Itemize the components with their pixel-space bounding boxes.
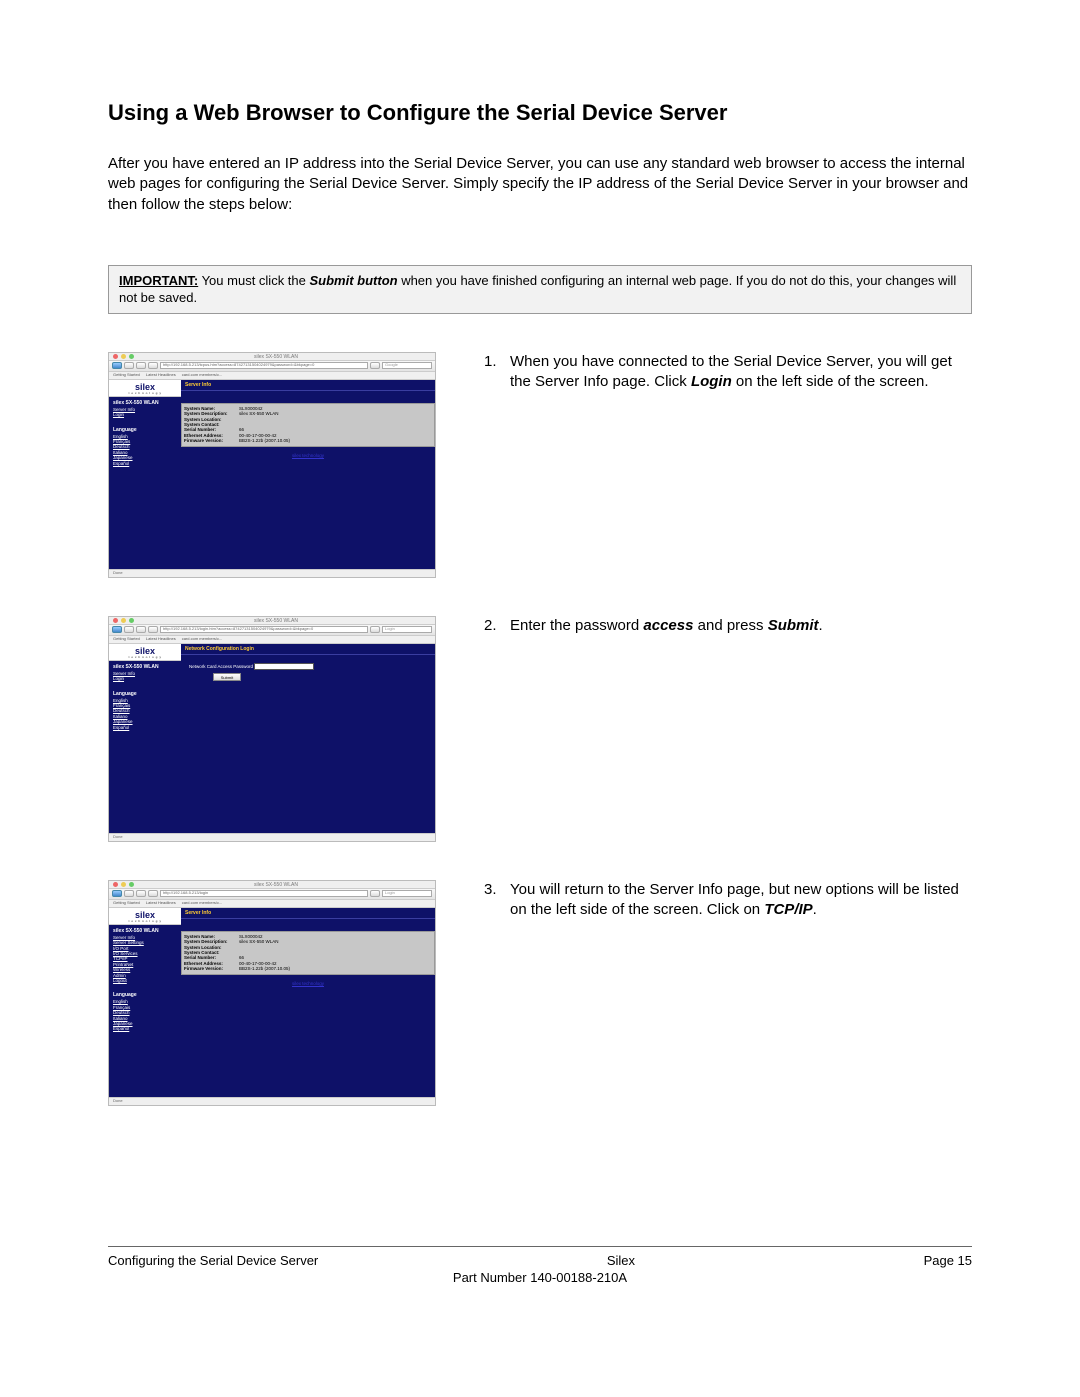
lang-espanol[interactable]: Español <box>109 1026 181 1031</box>
back-button[interactable] <box>112 626 122 633</box>
main-panel: Network Configuration Login Network Card… <box>181 644 435 833</box>
reload-button[interactable] <box>136 626 146 633</box>
footer-part-number: Part Number 140-00188-210A <box>108 1270 972 1285</box>
main-panel: Server Info System Name:SLX000042System … <box>181 380 435 569</box>
status-bar: Done <box>109 833 435 841</box>
step-1: silex SX-550 WLAN http://192.168.5.213/t… <box>108 352 972 578</box>
home-button[interactable] <box>148 362 158 369</box>
status-bar: Done <box>109 569 435 577</box>
address-bar[interactable]: http://192.168.5.213/tcpus.htm?access=87… <box>160 362 368 369</box>
server-info-table: System Name:SLX000042System Description:… <box>181 931 435 975</box>
forward-button[interactable] <box>124 362 134 369</box>
go-button[interactable] <box>370 626 380 633</box>
go-button[interactable] <box>370 890 380 897</box>
sidebar: silext e c h n o l o g y silex SX-550 WL… <box>109 380 181 569</box>
home-button[interactable] <box>148 626 158 633</box>
forward-button[interactable] <box>124 890 134 897</box>
panel-title: Server Info <box>181 380 435 391</box>
logo: silext e c h n o l o g y <box>109 380 181 397</box>
screenshot-1: silex SX-550 WLAN http://192.168.5.213/t… <box>108 352 436 578</box>
password-input[interactable] <box>254 663 314 670</box>
window-controls: silex SX-550 WLAN <box>109 617 435 625</box>
product-name: silex SX-550 WLAN <box>109 925 181 935</box>
step-2: silex SX-550 WLAN http://192.168.5.213/l… <box>108 616 972 842</box>
lang-espanol[interactable]: Español <box>109 725 181 730</box>
language-heading: Language <box>109 688 181 698</box>
main-panel: Server Info System Name:SLX000042System … <box>181 908 435 1097</box>
window-title: silex SX-550 WLAN <box>113 354 436 360</box>
lang-espanol[interactable]: Español <box>109 461 181 466</box>
back-button[interactable] <box>112 362 122 369</box>
vendor-link[interactable]: silex technology <box>181 981 435 986</box>
bookmark[interactable]: Getting Started <box>113 373 140 378</box>
home-button[interactable] <box>148 890 158 897</box>
bookmark-bar: Getting Started Latest Headlines card.co… <box>109 900 435 908</box>
password-label: Network Card Access Password <box>189 664 253 669</box>
step-2-text: 2. Enter the password access and press S… <box>484 616 972 636</box>
status-bar: Done <box>109 1097 435 1105</box>
bookmark-bar: Getting Started Latest Headlines card.co… <box>109 372 435 380</box>
sidebar: silext e c h n o l o g y silex SX-550 WL… <box>109 644 181 833</box>
note-label: IMPORTANT: <box>119 273 198 288</box>
reload-button[interactable] <box>136 362 146 369</box>
language-heading: Language <box>109 989 181 999</box>
footer-left: Configuring the Serial Device Server <box>108 1253 318 1268</box>
language-heading: Language <box>109 424 181 434</box>
screenshot-3: silex SX-550 WLAN http://192.168.5.213/l… <box>108 880 436 1106</box>
step-1-text: 1. When you have connected to the Serial… <box>484 352 972 393</box>
screenshot-2: silex SX-550 WLAN http://192.168.5.213/l… <box>108 616 436 842</box>
panel-title: Server Info <box>181 908 435 919</box>
search-box[interactable]: Google <box>382 362 432 369</box>
search-box[interactable]: Login <box>382 626 432 633</box>
address-bar[interactable]: http://192.168.5.213/login.htm?access=87… <box>160 626 368 633</box>
note-button: Submit button <box>309 273 397 288</box>
product-name: silex SX-550 WLAN <box>109 661 181 671</box>
footer-center: Silex <box>607 1253 635 1268</box>
login-form: Network Card Access Password Submit <box>189 663 435 681</box>
browser-toolbar: http://192.168.5.213/tcpus.htm?access=87… <box>109 361 435 372</box>
go-button[interactable] <box>370 362 380 369</box>
browser-toolbar: http://192.168.5.213/login.htm?access=87… <box>109 625 435 636</box>
window-controls: silex SX-550 WLAN <box>109 881 435 889</box>
browser-toolbar: http://192.168.5.213/login Login <box>109 889 435 900</box>
window-title: silex SX-550 WLAN <box>113 618 436 624</box>
server-info-table: System Name:SLX000042System Description:… <box>181 403 435 447</box>
back-button[interactable] <box>112 890 122 897</box>
panel-title: Network Configuration Login <box>181 644 435 655</box>
submit-button[interactable]: Submit <box>213 673 241 681</box>
search-box[interactable]: Login <box>382 890 432 897</box>
logo: silext e c h n o l o g y <box>109 644 181 661</box>
step-3-text: 3. You will return to the Server Info pa… <box>484 880 972 921</box>
vendor-link[interactable]: silex technology <box>181 453 435 458</box>
forward-button[interactable] <box>124 626 134 633</box>
bookmark[interactable]: Getting Started <box>113 901 140 906</box>
bookmark[interactable]: card.com members/c... <box>182 901 223 906</box>
note-pre: You must click the <box>198 273 309 288</box>
bookmark[interactable]: Latest Headlines <box>146 637 176 642</box>
bookmark[interactable]: card.com members/c... <box>182 637 223 642</box>
bookmark[interactable]: Getting Started <box>113 637 140 642</box>
footer-right: Page 15 <box>924 1253 972 1268</box>
intro-paragraph: After you have entered an IP address int… <box>108 154 972 215</box>
bookmark-bar: Getting Started Latest Headlines card.co… <box>109 636 435 644</box>
important-note: IMPORTANT: You must click the Submit but… <box>108 265 972 314</box>
bookmark[interactable]: Latest Headlines <box>146 901 176 906</box>
window-controls: silex SX-550 WLAN <box>109 353 435 361</box>
reload-button[interactable] <box>136 890 146 897</box>
page-title: Using a Web Browser to Configure the Ser… <box>108 100 972 126</box>
address-bar[interactable]: http://192.168.5.213/login <box>160 890 368 897</box>
logo: silext e c h n o l o g y <box>109 908 181 925</box>
product-name: silex SX-550 WLAN <box>109 397 181 407</box>
bookmark[interactable]: card.com members/c... <box>182 373 223 378</box>
sidebar: silext e c h n o l o g y silex SX-550 WL… <box>109 908 181 1097</box>
document-footer: Configuring the Serial Device Server Sil… <box>108 1246 972 1285</box>
window-title: silex SX-550 WLAN <box>113 882 436 888</box>
step-3: silex SX-550 WLAN http://192.168.5.213/l… <box>108 880 972 1106</box>
bookmark[interactable]: Latest Headlines <box>146 373 176 378</box>
